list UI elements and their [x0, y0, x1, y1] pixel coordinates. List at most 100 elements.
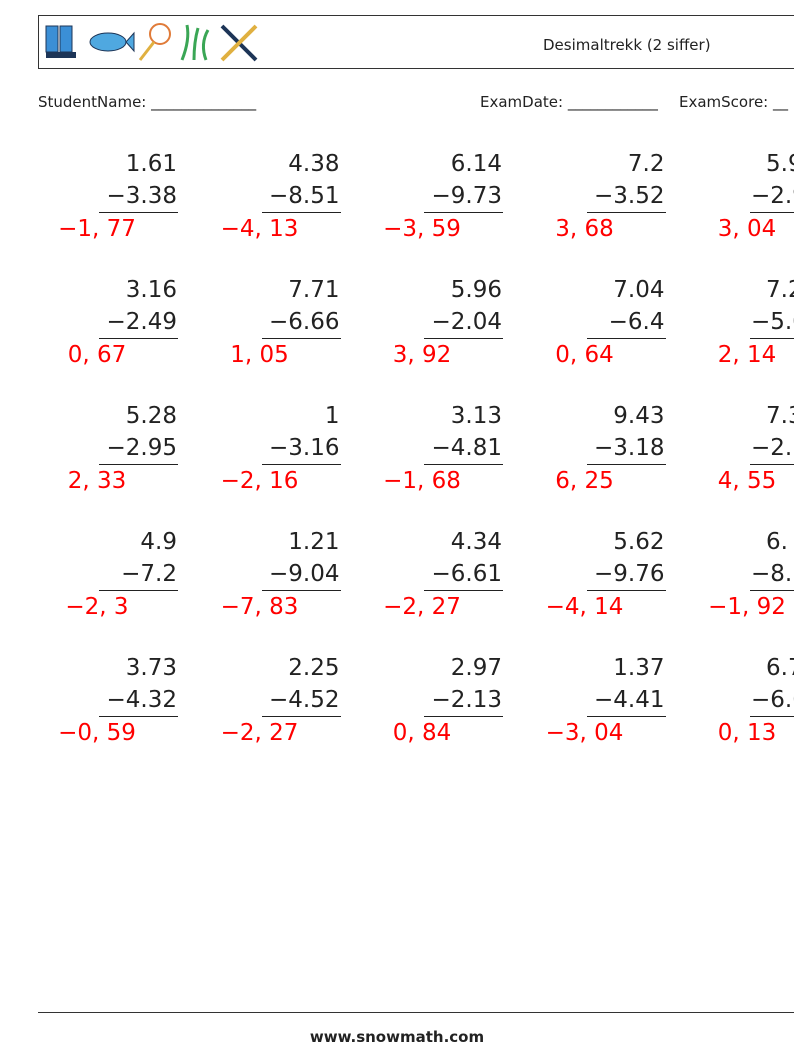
net-icon — [149, 23, 171, 45]
underline — [424, 212, 503, 213]
minuend: 1 — [324, 403, 340, 429]
answer: 3, 92 — [392, 342, 452, 368]
answer: −1, 68 — [383, 468, 461, 494]
answer: −2, 16 — [220, 468, 299, 494]
minuend: 9.43 — [613, 403, 665, 429]
minuend: 4.9 — [140, 529, 177, 555]
answer: −3, 59 — [383, 216, 461, 242]
underline — [99, 716, 178, 717]
subtrahend: −9.73 — [431, 183, 502, 209]
answer: 0, 13 — [717, 720, 777, 746]
subtrahend: −8. — [751, 561, 793, 587]
subtrahend: −8.51 — [269, 183, 340, 209]
answer: −1, 92 — [708, 594, 786, 620]
answer: 1, 05 — [230, 342, 289, 368]
answer: 0, 64 — [555, 342, 614, 368]
subtrahend: −2.13 — [431, 687, 502, 713]
underline — [424, 464, 503, 465]
minuend: 7.04 — [613, 277, 665, 303]
minuend: 5.96 — [450, 277, 502, 303]
minuend: 6.7 — [766, 655, 794, 681]
subtrahend: −4.41 — [594, 687, 665, 713]
subtrahend: −5.0 — [751, 309, 794, 335]
answer: 0, 67 — [67, 342, 127, 368]
minuend: 3.13 — [450, 403, 502, 429]
subtrahend: −6.66 — [269, 309, 340, 335]
answer: −0, 59 — [58, 720, 136, 746]
subtrahend: −2.9 — [751, 183, 794, 209]
answer: −1, 77 — [58, 216, 136, 242]
reeds-icon — [180, 24, 210, 61]
subtrahend: −3.52 — [594, 183, 665, 209]
answer: 3, 04 — [717, 216, 777, 242]
answer: 3, 68 — [555, 216, 614, 242]
subtrahend: −2.49 — [106, 309, 177, 335]
underline — [99, 338, 178, 339]
answer: 0, 84 — [392, 720, 452, 746]
minuend: 1.21 — [288, 529, 340, 555]
underline — [586, 464, 666, 465]
minuend: 2.25 — [288, 655, 340, 681]
subtrahend: −2.7 — [751, 435, 794, 461]
underline — [261, 338, 341, 339]
minuend: 4.34 — [450, 529, 502, 555]
underline — [99, 464, 178, 465]
underline — [99, 590, 178, 591]
subtrahend: −6.61 — [431, 561, 502, 587]
minuend: 6.14 — [450, 151, 502, 177]
exam-date-field: ExamDate: ____________ — [480, 93, 658, 111]
oar-icon — [220, 24, 258, 62]
underline — [261, 464, 341, 465]
minuend: 5.9 — [766, 151, 794, 177]
answer: −3, 04 — [545, 720, 624, 746]
header-icons — [45, 23, 258, 62]
footer-site: www.snowmath.com — [309, 1028, 485, 1046]
answer: −4, 13 — [220, 216, 299, 242]
underline — [750, 590, 794, 591]
subtrahend: −3.18 — [594, 435, 665, 461]
fish-icon — [89, 32, 127, 52]
minuend: 7.2 — [766, 277, 794, 303]
minuend: 7.3 — [766, 403, 794, 429]
underline — [586, 716, 666, 717]
answer: 4, 55 — [717, 468, 777, 494]
minuend: 2.97 — [450, 655, 502, 681]
exam-score-field: ExamScore: __ — [679, 93, 788, 111]
underline — [261, 212, 341, 213]
minuend: 5.28 — [125, 403, 177, 429]
minuend: 7.2 — [627, 151, 665, 177]
subtrahend: −4.81 — [431, 435, 502, 461]
minuend: 7.71 — [288, 277, 340, 303]
answer: 2, 33 — [67, 468, 127, 494]
boot-sole — [46, 52, 76, 58]
minuend: 1.61 — [125, 151, 177, 177]
answer: −7, 83 — [220, 594, 299, 620]
answer: −2, 27 — [383, 594, 461, 620]
minuend: 5.62 — [613, 529, 665, 555]
fish-tail — [125, 31, 135, 53]
subtrahend: −3.38 — [106, 183, 177, 209]
answer: −2, 3 — [65, 594, 129, 620]
subtrahend: −3.16 — [269, 435, 340, 461]
underline — [750, 464, 794, 465]
underline — [586, 212, 666, 213]
subtrahend: −2.04 — [431, 309, 502, 335]
underline — [424, 590, 503, 591]
boot-icon — [45, 25, 59, 53]
answer: 2, 14 — [717, 342, 777, 368]
minuend: 3.73 — [125, 655, 177, 681]
underline — [424, 716, 503, 717]
answer: −4, 14 — [545, 594, 624, 620]
subtrahend: −6.6 — [751, 687, 794, 713]
minuend: 4.38 — [288, 151, 340, 177]
underline — [750, 212, 794, 213]
answer: −2, 27 — [220, 720, 299, 746]
minuend: 6. — [766, 529, 788, 555]
header-box — [38, 15, 794, 69]
subtrahend: −2.95 — [106, 435, 177, 461]
subtrahend: −4.52 — [269, 687, 340, 713]
minuend: 1.37 — [613, 655, 665, 681]
subtrahend: −4.32 — [106, 687, 177, 713]
underline — [750, 716, 794, 717]
net-handle — [138, 41, 156, 61]
